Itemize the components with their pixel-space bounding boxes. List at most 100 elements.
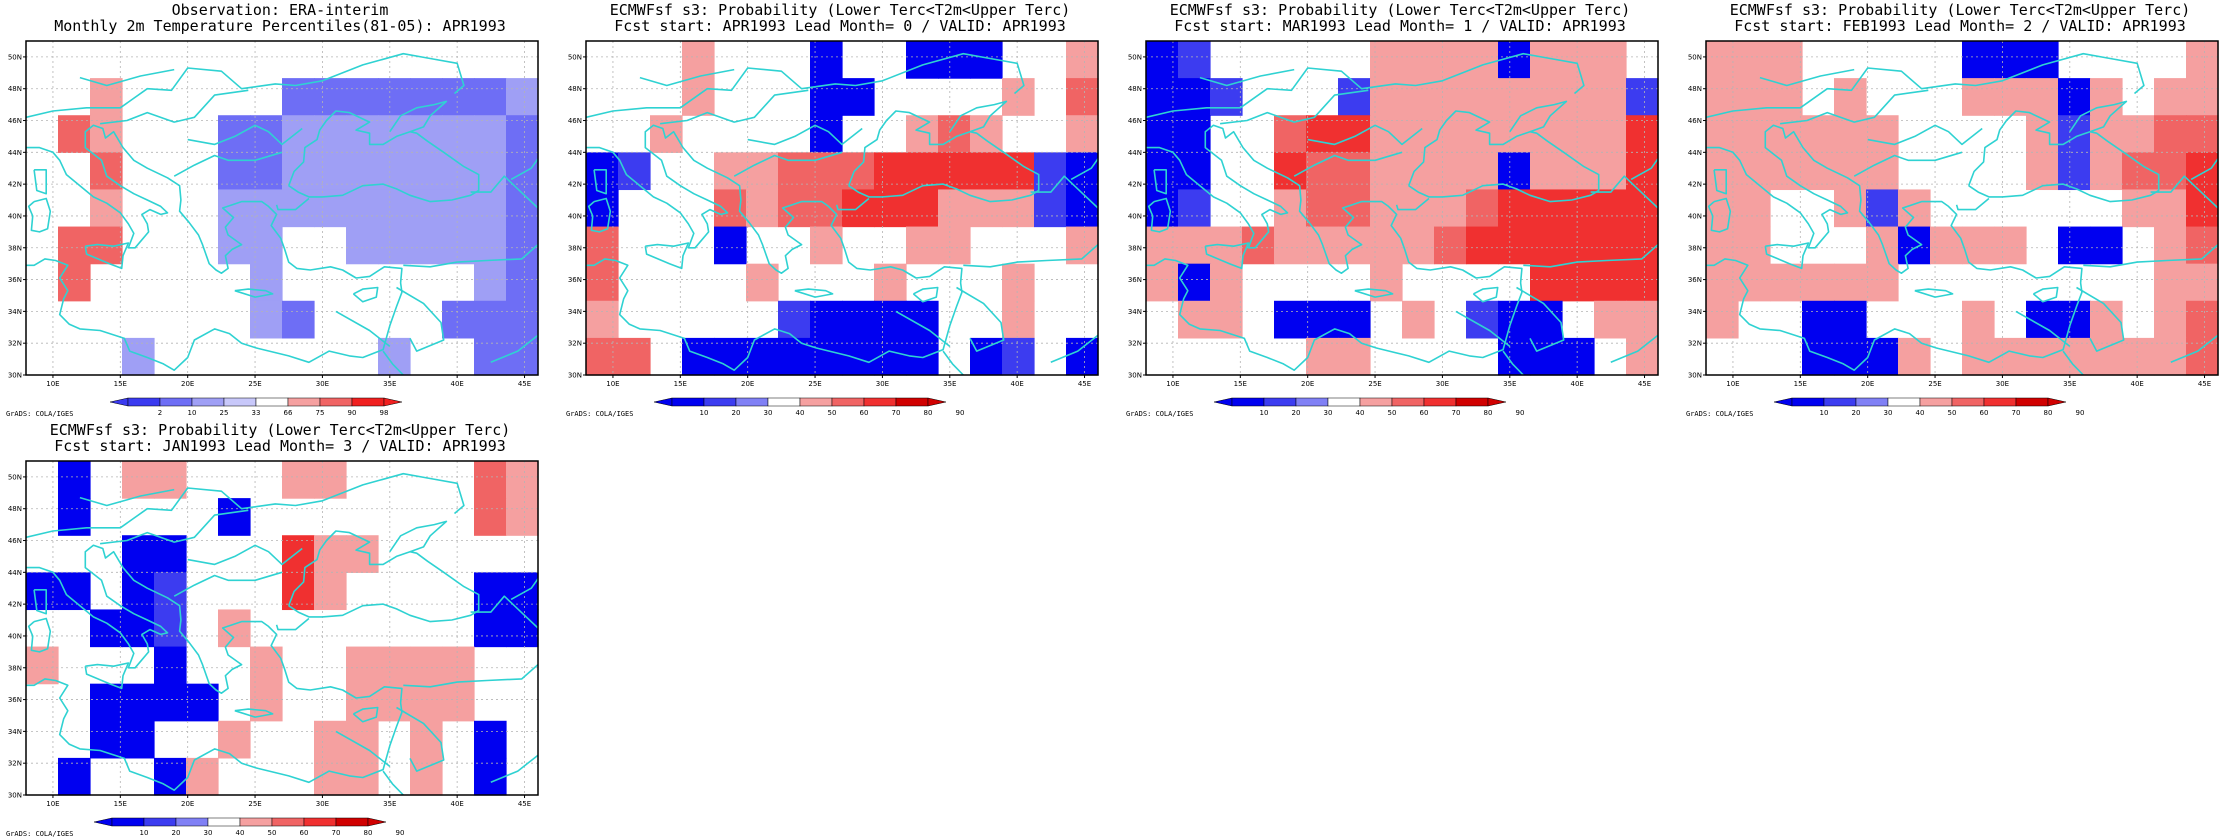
- grid-cell: [90, 609, 123, 648]
- coastline: [234, 288, 274, 298]
- lat-tick-label: 42N: [1128, 181, 1142, 189]
- panel-lead-1: ECMWFsf s3: Probability (Lower Terc<T2m<…: [1120, 0, 1680, 420]
- coastline: [2062, 350, 2084, 375]
- colorbar-arrow: [367, 817, 387, 827]
- grid-cell: [378, 189, 411, 228]
- coastline: [275, 197, 310, 211]
- colorbar-label: 80: [2044, 409, 2053, 417]
- lat-tick-label: 46N: [568, 117, 582, 125]
- grads-label: GrADS: COLA/IGES: [6, 410, 74, 418]
- lat-tick-label: 34N: [1128, 308, 1142, 316]
- colorbar-segment: [1391, 397, 1425, 407]
- coastline: [956, 286, 1005, 352]
- colorbar-label: 60: [1980, 409, 1989, 417]
- grid-cell: [442, 115, 475, 153]
- grid-cell: [1178, 300, 1211, 339]
- grid-cell: [378, 226, 411, 265]
- grid-cell: [1770, 41, 1803, 79]
- colorbar-label: 20: [1852, 409, 1861, 417]
- grid-cell: [1002, 300, 1035, 339]
- lat-tick-label: 50N: [1128, 53, 1142, 61]
- coastline: [382, 770, 404, 795]
- coastline: [644, 242, 690, 270]
- lat-tick-label: 42N: [568, 181, 582, 189]
- grid-cell: [1626, 263, 1659, 302]
- grid-cell: [474, 78, 507, 116]
- coastline: [382, 350, 404, 375]
- grid-cell: [1066, 41, 1099, 79]
- colorbar-arrow: [653, 397, 673, 407]
- coastline: [1914, 288, 1954, 298]
- coastline: [84, 662, 130, 690]
- panel-lead-2: ECMWFsf s3: Probability (Lower Terc<T2m<…: [1680, 0, 2240, 420]
- coastlines: [586, 52, 1098, 375]
- coastline: [1590, 175, 1658, 209]
- colorbar-label: 40: [1356, 409, 1365, 417]
- coastline: [537, 526, 538, 528]
- grid-cell: [1834, 337, 1867, 376]
- lat-tick-label: 44N: [1128, 149, 1142, 157]
- grid-cell: [586, 226, 619, 265]
- grid-cell: [442, 300, 475, 339]
- grid-cell: [2154, 189, 2187, 228]
- coastline: [100, 89, 249, 125]
- grid-cell: [186, 757, 219, 796]
- coastline: [26, 124, 403, 372]
- lon-tick-label: 40E: [2130, 380, 2143, 388]
- colorbar-arrow: [2047, 397, 2067, 407]
- grid-cell: [2154, 263, 2187, 302]
- grid-cell: [618, 337, 651, 376]
- grid-cell: [1866, 189, 1899, 228]
- lon-tick-label: 35E: [383, 380, 396, 388]
- grid-cell: [442, 78, 475, 116]
- coastline: [1853, 151, 1963, 177]
- grid-cell: [442, 683, 475, 722]
- grid-cell: [1466, 115, 1499, 153]
- grid-cell: [1706, 226, 1739, 265]
- grid-cell: [90, 683, 123, 722]
- lat-tick-label: 34N: [8, 728, 22, 736]
- lat-tick-label: 46N: [1128, 117, 1142, 125]
- grid-cell: [2026, 115, 2059, 153]
- grid-cell: [506, 337, 539, 376]
- grid-cell: [1002, 78, 1035, 116]
- grid-cell: [314, 115, 347, 153]
- grid-cell: [122, 535, 155, 573]
- grid-cell: [2186, 300, 2219, 339]
- grid-cell: [2090, 226, 2123, 265]
- colorbar-arrow: [927, 397, 947, 407]
- grid-cell: [218, 115, 251, 153]
- lat-tick-label: 48N: [1128, 85, 1142, 93]
- colorbar-segment: [255, 397, 289, 407]
- grid-cell: [1834, 189, 1867, 228]
- grid-cell: [154, 757, 187, 796]
- coastline: [33, 169, 48, 195]
- grid-cell: [1866, 115, 1899, 153]
- coastline: [84, 242, 130, 270]
- lat-tick-label: 36N: [568, 276, 582, 284]
- grid-cell: [1962, 337, 1995, 376]
- lon-tick-label: 25E: [248, 800, 261, 808]
- grid-cell: [378, 78, 411, 116]
- colorbar-segment: [1423, 397, 1457, 407]
- map-lead-0: 10E 15E 20E 25E 30E 35E 40E 45E 30N 32N 34N 36N 38N 4…: [568, 40, 1099, 417]
- colorbar-label: 30: [1884, 409, 1893, 417]
- grid-cell: [1434, 226, 1467, 265]
- coastline: [1407, 110, 1600, 203]
- grid-cell: [1594, 41, 1627, 79]
- colorbar-segment: [1455, 397, 1489, 407]
- coastline: [1395, 197, 1430, 211]
- coastline: [2170, 334, 2218, 364]
- grid-cell: [906, 189, 939, 228]
- grid-cell: [1834, 300, 1867, 339]
- grid-cell: [506, 189, 539, 228]
- coastline: [942, 350, 964, 375]
- grid-cell: [1274, 189, 1307, 228]
- coastline: [2015, 310, 2071, 348]
- panel-observation: Observation: ERA-interim Monthly 2m Temp…: [0, 0, 560, 420]
- grid-cell: [346, 646, 379, 685]
- grid-cell: [122, 683, 155, 722]
- grid-cell: [906, 226, 939, 265]
- colorbar-label: 40: [236, 829, 245, 837]
- colorbar-arrow: [1773, 397, 1793, 407]
